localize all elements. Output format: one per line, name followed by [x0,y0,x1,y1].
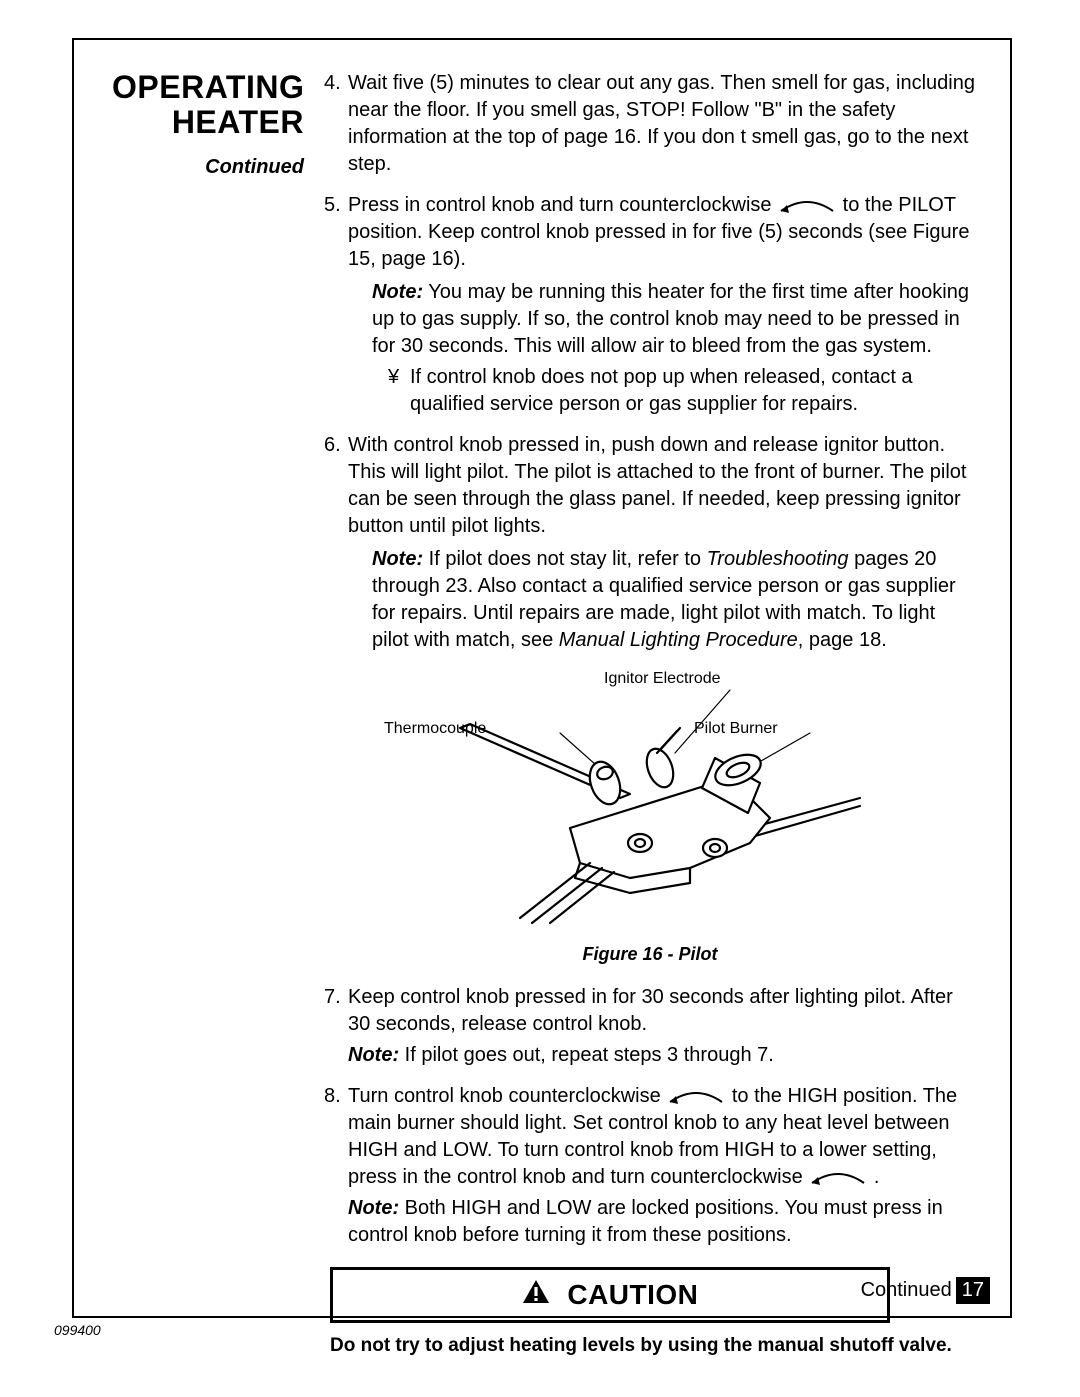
step-4-num: 4. [324,70,348,178]
label-pilot-burner: Pilot Burner [694,718,778,740]
step-8-body: Turn control knob counterclockwise to th… [348,1083,976,1249]
figure-16: Thermocouple Ignitor Electrode Pilot Bur… [324,668,976,966]
step-8: 8. Turn control knob counterclockwise to… [324,1083,976,1249]
content-columns: OPERATING HEATER Continued 4. Wait five … [74,70,1010,1359]
left-column: OPERATING HEATER Continued [74,70,314,1359]
ccw-arrow-icon [666,1088,726,1106]
step-5-bullet: ¥ If control knob does not pop up when r… [388,364,976,418]
page-footer: Continued 17 [861,1277,990,1304]
page-title-line1: OPERATING [112,70,304,105]
step-7: 7. Keep control knob pressed in for 30 s… [324,984,976,1069]
caution-message: Do not try to adjust heating levels by u… [330,1333,976,1359]
step-5-body: Press in control knob and turn countercl… [348,192,976,418]
step-7-num: 7. [324,984,348,1069]
figure-caption: Figure 16 - Pilot [324,942,976,966]
page-number: 17 [956,1277,990,1304]
step-8-num: 8. [324,1083,348,1249]
step-5-text-a: Press in control knob and turn countercl… [348,194,772,216]
note-label: Note: [372,548,423,570]
page-subtitle: Continued [112,156,304,179]
step-6-note-a: If pilot does not stay lit, refer to [423,548,706,570]
step-6: 6. With control knob pressed in, push do… [324,432,976,654]
ccw-arrow-icon [808,1169,868,1187]
caution-box: CAUTION [330,1267,890,1323]
step-8-text-a: Turn control knob counterclockwise [348,1085,661,1107]
step-5: 5. Press in control knob and turn counte… [324,192,976,418]
page-frame: OPERATING HEATER Continued 4. Wait five … [72,38,1012,1318]
label-thermocouple: Thermocouple [384,718,486,740]
document-code: 099400 [54,1322,101,1338]
note-label: Note: [348,1044,399,1066]
step-4: 4. Wait five (5) minutes to clear out an… [324,70,976,178]
step-5-bullet-text: If control knob does not pop up when rel… [410,364,976,418]
troubleshooting-ref: Troubleshooting [707,548,849,570]
step-6-num: 6. [324,432,348,654]
step-8-note: Note: Both HIGH and LOW are locked posit… [348,1195,976,1249]
step-4-body: Wait five (5) minutes to clear out any g… [348,70,976,178]
ccw-arrow-icon [777,197,837,215]
step-8-text-c: . [874,1166,880,1188]
label-ignitor-electrode: Ignitor Electrode [604,668,721,690]
bullet-mark: ¥ [388,364,410,418]
step-7-note: Note: If pilot goes out, repeat steps 3 … [348,1042,976,1069]
manual-lighting-ref: Manual Lighting Procedure [559,629,798,651]
step-5-num: 5. [324,192,348,418]
page-title-line2: HEATER [112,105,304,140]
right-column: 4. Wait five (5) minutes to clear out an… [314,70,994,1359]
step-6-text: With control knob pressed in, push down … [348,434,967,537]
pilot-assembly-diagram [430,668,870,928]
note-label: Note: [348,1197,399,1219]
step-7-note-text: If pilot goes out, repeat steps 3 throug… [399,1044,774,1066]
footer-continued: Continued [861,1279,952,1302]
step-5-note: Note: You may be running this heater for… [372,279,976,360]
step-5-note-text: You may be running this heater for the f… [372,281,969,357]
step-7-text: Keep control knob pressed in for 30 seco… [348,986,953,1035]
caution-heading: CAUTION [567,1279,698,1310]
note-label: Note: [372,281,423,303]
step-6-note-c: , page 18. [798,629,887,651]
step-6-body: With control knob pressed in, push down … [348,432,976,654]
step-7-body: Keep control knob pressed in for 30 seco… [348,984,976,1069]
step-6-note: Note: If pilot does not stay lit, refer … [372,546,976,654]
warning-icon [522,1281,558,1311]
step-8-note-text: Both HIGH and LOW are locked positions. … [348,1197,943,1246]
